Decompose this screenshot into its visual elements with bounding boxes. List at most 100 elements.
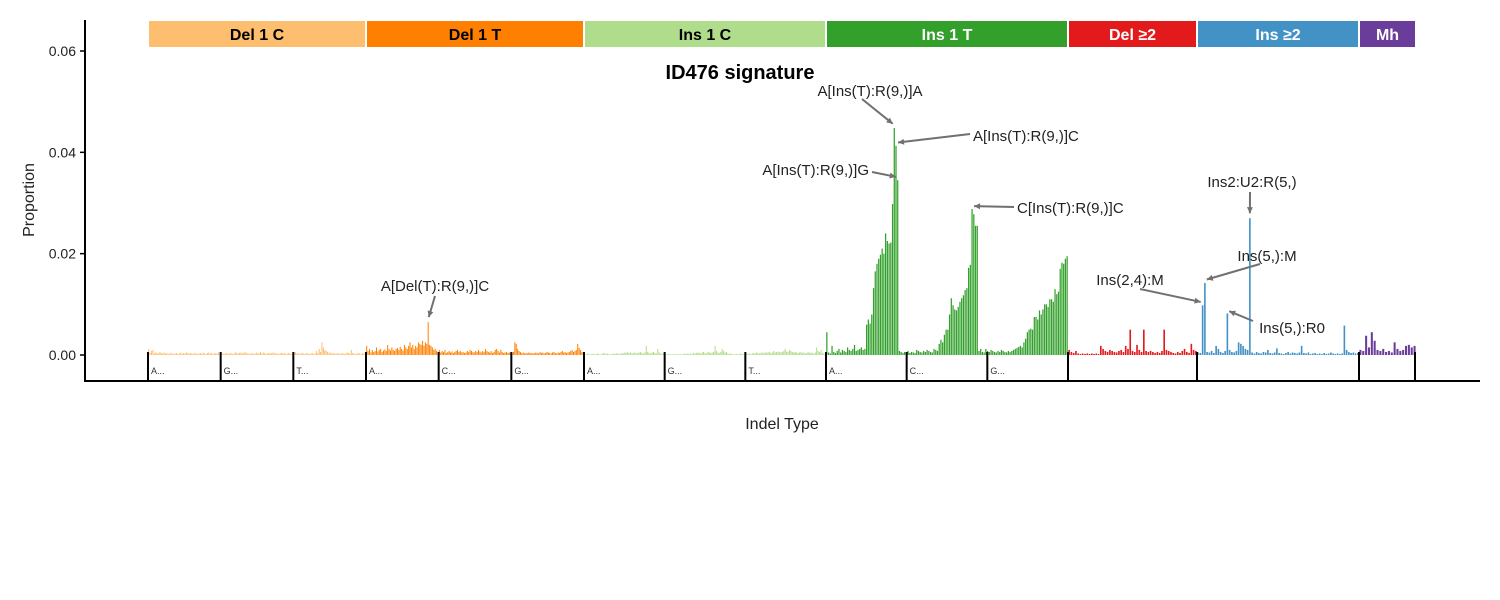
bar bbox=[218, 352, 220, 355]
bar bbox=[747, 353, 749, 355]
bar bbox=[398, 349, 400, 355]
bar bbox=[1327, 353, 1330, 355]
bar bbox=[515, 343, 517, 355]
bar bbox=[543, 353, 545, 355]
bar bbox=[1321, 353, 1323, 355]
bar bbox=[167, 353, 169, 355]
bar bbox=[1385, 351, 1388, 355]
bar bbox=[174, 353, 176, 355]
bar bbox=[838, 348, 840, 355]
bar bbox=[1104, 350, 1107, 355]
bar bbox=[1124, 345, 1127, 355]
bar bbox=[402, 350, 404, 355]
bar bbox=[952, 305, 954, 355]
bar bbox=[954, 309, 956, 355]
bar bbox=[484, 348, 486, 355]
bar bbox=[1376, 349, 1379, 355]
bar bbox=[764, 351, 766, 355]
annotation-label: Ins(5,):R0 bbox=[1259, 320, 1325, 337]
bar bbox=[380, 348, 382, 355]
bar bbox=[721, 348, 723, 355]
bar bbox=[798, 352, 801, 355]
y-tick-label: 0.02 bbox=[49, 246, 76, 262]
bar bbox=[675, 354, 677, 355]
bar bbox=[853, 344, 856, 355]
bar bbox=[452, 352, 454, 355]
bar bbox=[570, 350, 572, 355]
bar bbox=[342, 352, 344, 355]
bar bbox=[327, 351, 329, 355]
bar bbox=[688, 353, 690, 355]
bar bbox=[701, 352, 703, 355]
bar bbox=[310, 353, 312, 355]
bar bbox=[236, 352, 238, 355]
bar bbox=[1309, 353, 1312, 355]
bar bbox=[1075, 350, 1077, 355]
bar bbox=[577, 343, 579, 355]
bar bbox=[655, 353, 657, 355]
bar bbox=[1174, 353, 1177, 355]
bar bbox=[389, 350, 391, 355]
bar bbox=[741, 353, 743, 355]
bar bbox=[733, 354, 735, 355]
bar bbox=[708, 352, 710, 355]
bar bbox=[1057, 291, 1060, 355]
bar bbox=[1255, 351, 1258, 355]
bar bbox=[589, 354, 591, 355]
bar bbox=[1088, 353, 1091, 355]
bar bbox=[1016, 347, 1018, 355]
bar bbox=[1014, 348, 1016, 355]
bar bbox=[809, 352, 811, 355]
bar bbox=[648, 352, 650, 355]
bar bbox=[1242, 345, 1244, 355]
bar bbox=[1289, 353, 1292, 355]
bar bbox=[585, 354, 587, 355]
bar bbox=[980, 348, 982, 355]
x-axis-title: Indel Type bbox=[745, 416, 819, 433]
bar bbox=[152, 349, 154, 355]
bar bbox=[821, 352, 823, 355]
bar bbox=[990, 349, 992, 355]
bar bbox=[786, 351, 788, 355]
bar bbox=[1271, 353, 1274, 355]
bar bbox=[1405, 345, 1408, 355]
bar bbox=[710, 352, 712, 355]
bar bbox=[767, 352, 769, 355]
bar bbox=[1007, 350, 1009, 355]
bar bbox=[790, 350, 792, 355]
bar bbox=[791, 351, 793, 355]
bar bbox=[441, 350, 443, 355]
bar bbox=[377, 351, 379, 355]
bar bbox=[652, 351, 654, 355]
bar bbox=[408, 345, 410, 355]
bar bbox=[1307, 352, 1310, 355]
bar bbox=[1305, 353, 1307, 355]
bar bbox=[1161, 350, 1163, 355]
bar bbox=[1300, 345, 1303, 355]
bar bbox=[571, 349, 573, 355]
bar bbox=[248, 353, 250, 355]
bar bbox=[429, 344, 431, 355]
bar bbox=[1264, 352, 1267, 355]
bar bbox=[458, 351, 460, 355]
bar bbox=[459, 350, 461, 355]
bar bbox=[266, 353, 268, 355]
bar bbox=[301, 352, 303, 355]
bar bbox=[909, 352, 911, 355]
bar bbox=[731, 353, 733, 355]
bar bbox=[202, 352, 204, 355]
bar bbox=[415, 345, 417, 355]
bar bbox=[780, 351, 782, 355]
bar bbox=[282, 353, 284, 355]
annotation-arrowhead bbox=[1229, 310, 1236, 317]
bar bbox=[417, 342, 419, 355]
bar bbox=[529, 352, 531, 355]
bar bbox=[296, 353, 298, 355]
bar bbox=[843, 350, 845, 355]
annotation-arrowhead bbox=[974, 203, 981, 210]
bar bbox=[194, 352, 196, 355]
category-box bbox=[1069, 21, 1196, 47]
bar bbox=[683, 353, 685, 355]
bar bbox=[1172, 352, 1175, 355]
bar bbox=[517, 348, 519, 355]
